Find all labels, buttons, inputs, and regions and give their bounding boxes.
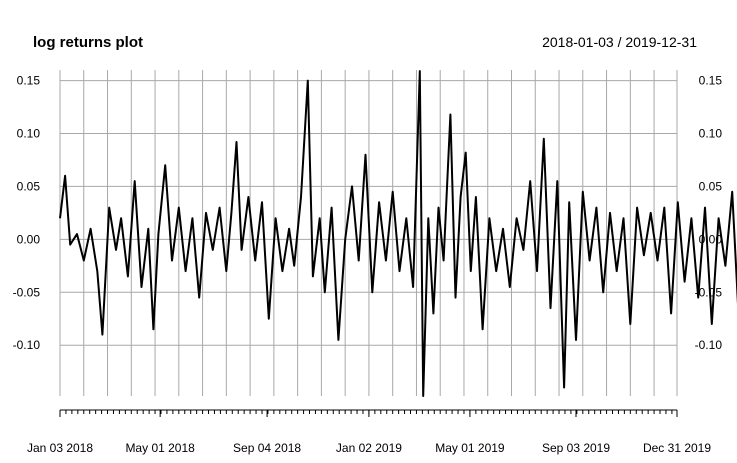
- x-tick-label: May 01 2019: [435, 441, 505, 455]
- y-tick-label-left: -0.05: [13, 285, 41, 299]
- x-tick-label: Sep 04 2018: [233, 441, 301, 455]
- x-tick-label: Jan 03 2018: [27, 441, 93, 455]
- x-tick-label: Dec 31 2019: [643, 441, 711, 455]
- y-tick-label-right: 0.15: [699, 74, 723, 88]
- y-tick-label-left: 0.10: [17, 127, 41, 141]
- y-tick-label-left: 0.00: [17, 232, 41, 246]
- y-tick-label-right: -0.05: [695, 285, 723, 299]
- series-line: [59, 70, 737, 397]
- y-tick-label-left: 0.05: [17, 179, 41, 193]
- x-tick-label: Sep 03 2019: [542, 441, 610, 455]
- axes: 0.15 0.150.10 0.100.05 0.050.00 0.00-0.05 -0.…: [13, 74, 723, 455]
- y-tick-label-right: -0.10: [695, 338, 723, 352]
- x-tick-label: May 01 2018: [125, 441, 195, 455]
- series-group: [59, 70, 737, 397]
- y-tick-label-left: -0.10: [13, 338, 41, 352]
- chart-title: log returns plot: [33, 34, 143, 51]
- y-tick-label-left: 0.15: [17, 74, 41, 88]
- x-tick-label: Jan 02 2019: [336, 441, 402, 455]
- date-range-label: 2018-01-03 / 2019-12-31: [542, 34, 697, 50]
- y-tick-label-right: 0.10: [699, 127, 723, 141]
- y-tick-label-right: 0.05: [699, 179, 723, 193]
